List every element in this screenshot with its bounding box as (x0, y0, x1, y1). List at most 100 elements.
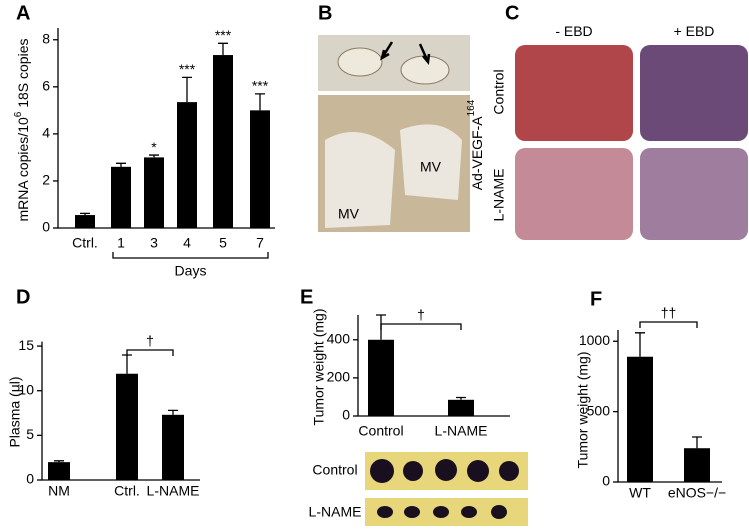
arrows (380, 41, 431, 66)
error-bar (255, 93, 265, 111)
bar (627, 356, 653, 482)
error-bar (54, 460, 64, 463)
panel-label: D (16, 286, 30, 308)
y-tick-label: 200 (327, 369, 351, 385)
x-tick-label: 1 (117, 235, 125, 251)
significance: *** (179, 61, 196, 77)
x-tick-label: 7 (256, 235, 264, 251)
panel-label: E (300, 286, 313, 308)
x-tick-label: 5 (219, 235, 227, 251)
y-tick-label: 500 (587, 402, 611, 418)
significance: *** (215, 27, 232, 43)
panel-label: A (16, 2, 30, 24)
significance-bracket (126, 349, 174, 356)
x-tick-label: Ctrl. (114, 483, 140, 499)
y-tick-label: 8 (42, 30, 50, 46)
error-bar (182, 76, 192, 103)
panel-label: B (318, 2, 332, 24)
y-tick-label: 1000 (579, 332, 610, 348)
row-label: Control (491, 69, 507, 114)
significance-bracket (639, 321, 698, 328)
significance: †† (661, 305, 677, 321)
cell (337, 47, 383, 77)
y-axis-label: Tumor weight (mg) (575, 352, 591, 469)
panel-label: C (505, 2, 519, 24)
bar (144, 157, 164, 228)
y-tick-label: 6 (42, 78, 50, 94)
photo-row-label: L-NAME (309, 504, 362, 520)
bar (116, 373, 138, 480)
error-bar (692, 436, 702, 449)
significance: † (417, 307, 425, 323)
mv-label: MV (338, 206, 360, 222)
bar (177, 102, 197, 228)
x-tick-label: eNOS−/− (668, 485, 726, 501)
photo (640, 148, 748, 240)
significance: † (146, 333, 154, 349)
y-tick-label: 0 (342, 407, 350, 423)
bar (684, 448, 710, 482)
tumors (370, 459, 519, 519)
bar (162, 414, 184, 480)
photo (515, 45, 633, 141)
axis-line (57, 28, 275, 229)
vessel (325, 132, 395, 228)
significance-bracket (380, 323, 462, 330)
column-label: - EBD (555, 23, 592, 39)
x-axis-label: Days (175, 263, 207, 279)
error-bar (456, 396, 466, 400)
error-bar (149, 154, 159, 158)
y-axis-label: Plasma (µl) (7, 376, 23, 447)
photo (640, 45, 748, 141)
x-tick-label: 4 (183, 235, 191, 251)
error-bar (122, 354, 132, 374)
x-tick-label: NM (48, 483, 70, 499)
mv-label: MV (420, 159, 442, 175)
significance: * (151, 139, 157, 155)
bar (213, 55, 233, 228)
vessel (400, 124, 462, 200)
y-tick-label: 5 (26, 426, 34, 442)
x-tick-label: 3 (150, 235, 158, 251)
bar (448, 399, 474, 416)
y-axis-label: Tumor weight (mg) (311, 309, 327, 426)
y-tick-label: 15 (18, 337, 34, 353)
side-label-text: Ad-VEGF-A (469, 116, 485, 191)
bar (75, 215, 95, 228)
column-label: + EBD (674, 23, 715, 39)
side-label: Ad-VEGF-A164 (466, 99, 485, 190)
y-tick-label: 0 (42, 219, 50, 235)
x-tick-label: Ctrl. (72, 235, 98, 251)
y-tick-label: 2 (42, 172, 50, 188)
y-tick-label: 10 (18, 381, 34, 397)
y-axis-label-part: 6 (13, 111, 24, 117)
photo-row-label: Control (312, 462, 357, 478)
error-bar (168, 409, 178, 415)
bar (368, 339, 394, 416)
y-tick-label: 0 (602, 473, 610, 489)
bar (111, 166, 131, 228)
y-tick-label: 400 (327, 330, 351, 346)
x-tick-label: L-NAME (147, 483, 200, 499)
side-label-sup: 164 (466, 99, 477, 116)
significance: *** (252, 78, 269, 94)
error-bar (116, 162, 126, 167)
x-tick-label: Control (358, 423, 403, 439)
error-bar (218, 42, 228, 56)
bar (250, 110, 270, 228)
error-bar (635, 332, 645, 357)
panel-label: F (590, 288, 602, 310)
y-axis-label: mRNA copies/106 18S copies (13, 38, 31, 221)
error-bar (80, 212, 90, 216)
y-tick-label: 4 (42, 125, 50, 141)
row-label: L-NAME (491, 169, 507, 222)
x-tick-label: L-NAME (435, 423, 488, 439)
bar (48, 462, 70, 480)
y-axis-label-part: 18S copies (15, 38, 31, 111)
photo (515, 148, 633, 240)
x-bracket (112, 252, 269, 259)
y-tick-label: 0 (26, 471, 34, 487)
y-axis-label-part: mRNA copies/10 (15, 117, 31, 221)
x-tick-label: WT (629, 485, 651, 501)
